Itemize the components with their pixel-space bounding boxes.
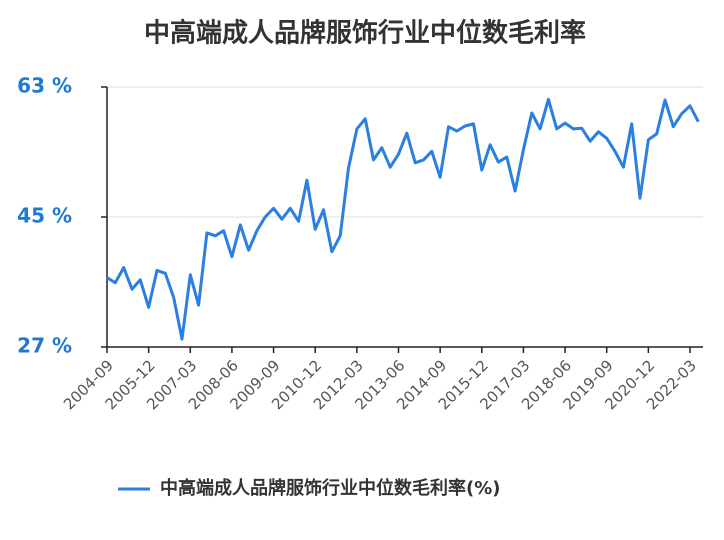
- y-tick-label: 45 %: [17, 204, 72, 228]
- y-tick-label: 63 %: [17, 74, 72, 98]
- y-tick-label: 27 %: [17, 334, 72, 358]
- chart-title: 中高端成人品牌服饰行业中位数毛利率: [144, 18, 586, 49]
- legend-label: 中高端成人品牌服饰行业中位数毛利率(%): [160, 477, 501, 499]
- data-line: [106, 97, 700, 341]
